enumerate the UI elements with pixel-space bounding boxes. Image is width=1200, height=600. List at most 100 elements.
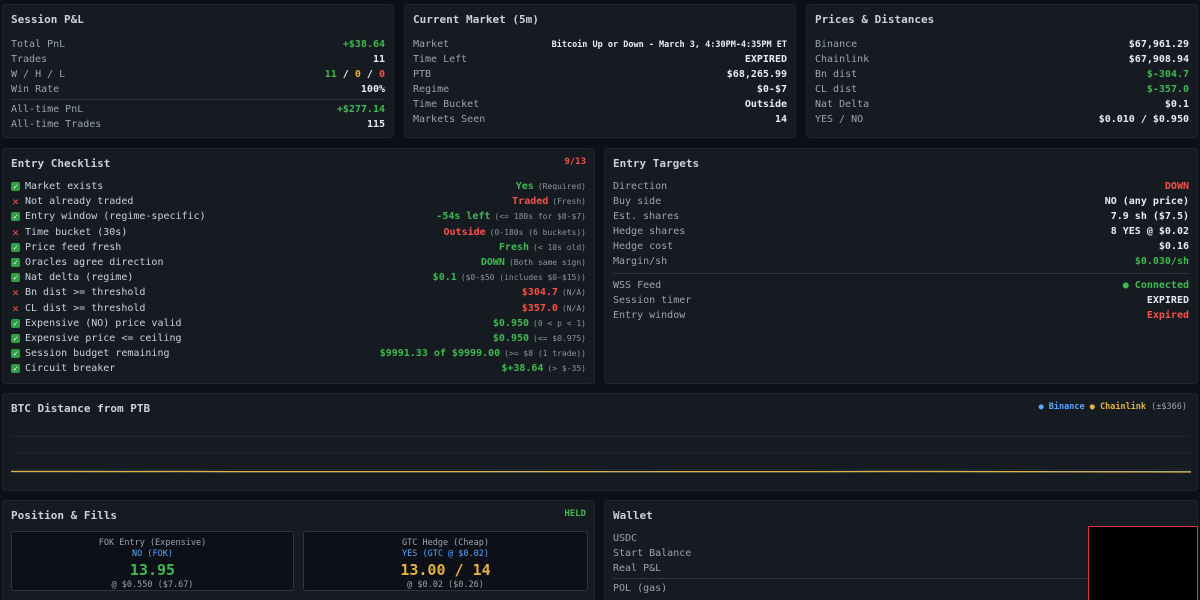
regime-row: Regime $0-$7 (413, 84, 787, 95)
yes-no-value: $0.010 / $0.950 (1098, 114, 1189, 125)
start-balance-row: Start Balance (613, 548, 692, 559)
alltime-trades-row: All-time Trades 115 (11, 119, 385, 130)
chainlink-price: $67,908.94 (1128, 54, 1189, 65)
ptb-value: $68,265.99 (726, 69, 787, 80)
margin-value: $0.030/sh (1134, 256, 1189, 267)
checklist-item-note: (0 < p < 1) (533, 318, 586, 328)
distance-chart (11, 436, 1191, 473)
chart-legend: ● Binance ● Chainlink (±$366) (1039, 402, 1187, 412)
fok-entry-card: FOK Entry (Expensive) NO (FOK) 13.95 @ $… (11, 531, 294, 591)
fok-entry-value: 13.95 (129, 561, 176, 579)
checklist-item-label: Market exists (25, 181, 104, 193)
direction-row: Direction DOWN (613, 181, 1189, 192)
prices-distances-panel: Prices & Distances Binance $67,961.29 Cha… (806, 4, 1198, 138)
hedge-shares-row: Hedge shares 8 YES @ $0.02 (613, 226, 1189, 237)
panel-title: Current Market (5m) (413, 13, 539, 26)
session-timer-value: EXPIRED (1146, 295, 1189, 306)
checklist-item-label: Expensive price <= ceiling (25, 332, 182, 344)
checklist-item-note: (Both same sign) (508, 258, 586, 268)
checklist-score: 9/13 (564, 157, 586, 167)
wss-feed-status: ● Connected (1122, 280, 1189, 291)
checklist-item-label: Circuit breaker (25, 363, 116, 375)
est-shares-value: 7.9 sh ($7.5) (1110, 211, 1189, 222)
hedge-shares-value: 8 YES @ $0.02 (1110, 226, 1189, 237)
fok-entry-price: @ $0.550 ($7.67) (111, 580, 194, 590)
market-name: Bitcoin Up or Down - March 3, 4:30PM-4:3… (551, 39, 787, 50)
trades-row: Trades 11 (11, 54, 385, 65)
time-left-row: Time Left EXPIRED (413, 54, 787, 65)
checklist-item: ✓ Nat delta (regime) $0.1 ($0-$50 (includes… (11, 270, 586, 285)
chainlink-row: Chainlink $67,908.94 (815, 54, 1189, 65)
divider (11, 99, 385, 100)
position-status-badge: HELD (564, 509, 586, 519)
check-icon: ✓ (11, 212, 20, 222)
checklist-item-value: Traded (512, 196, 549, 208)
gtc-hedge-value: 13.00 / 14 (400, 561, 491, 579)
holds-value: 0 (354, 69, 361, 80)
gtc-hedge-title: GTC Hedge (Cheap) (402, 538, 489, 548)
checklist-item: ✓ Expensive (NO) price valid $0.950 (0 < p … (11, 316, 586, 331)
divider (613, 578, 1189, 579)
time-left-value: EXPIRED (744, 54, 787, 65)
nat-delta-row: Nat Delta $0.1 (815, 99, 1189, 110)
win-rate-value: 100% (360, 84, 385, 95)
divider (613, 273, 1189, 274)
checklist-item: ✓ Circuit breaker $+38.64 (> $-35) (11, 361, 586, 376)
binance-row: Binance $67,961.29 (815, 39, 1189, 50)
checklist-item-value: $+38.64 (501, 363, 544, 375)
losses-value: 0 (378, 69, 385, 80)
checklist-item: ✓ Entry window (regime-specific) -54s left… (11, 209, 586, 224)
checklist-item: ✓ Price feed fresh Fresh (< 10s old) (11, 240, 586, 255)
checklist-item: ✕ Time bucket (30s) Outside (0-180s (6 buck… (11, 225, 586, 240)
wins-value: 11 (324, 69, 337, 80)
trades-value: 11 (372, 54, 385, 65)
btc-distance-chart-panel: BTC Distance from PTB ● Binance ● Chainl… (2, 393, 1198, 491)
checklist-item: ✓ Session budget remaining $9991.33 of $99… (11, 346, 586, 361)
checklist-item-label: Time bucket (30s) (25, 226, 128, 238)
checklist-item: ✕ CL dist >= threshold $357.0 (N/A) (11, 301, 586, 316)
chainlink-line (11, 470, 1191, 473)
time-bucket-value: Outside (744, 99, 787, 110)
check-icon: ✓ (11, 242, 20, 252)
hedge-cost-value: $0.16 (1158, 241, 1189, 252)
checklist-item-label: Session budget remaining (25, 348, 170, 360)
panel-title: Entry Checklist (11, 157, 111, 170)
legend-chainlink: ● Chainlink (1089, 402, 1147, 412)
alltime-pnl-value: +$277.14 (336, 104, 385, 115)
wss-feed-row: WSS Feed ● Connected (613, 280, 1189, 291)
panel-title: Prices & Distances (815, 13, 935, 26)
chart-title: BTC Distance from PTB (11, 402, 151, 415)
checklist-item-label: Bn dist >= threshold (25, 287, 146, 299)
checklist-item-note: (< 10s old) (533, 242, 586, 252)
checklist-item-value: $9991.33 of $9999.00 (379, 348, 501, 360)
checklist-item-value: $304.7 (521, 287, 558, 299)
check-icon: ✓ (11, 273, 20, 283)
time-bucket-row: Time Bucket Outside (413, 99, 787, 110)
checklist-item-note: (0-180s (6 buckets)) (489, 227, 586, 237)
checklist-item-label: Entry window (regime-specific) (25, 211, 206, 223)
total-pnl-row: Total PnL +$38.64 (11, 39, 385, 50)
checklist-item-label: Price feed fresh (25, 241, 122, 253)
checklist-item-value: -54s left (436, 211, 491, 223)
checklist-item-note: (>= $8 (1 trade)) (504, 349, 586, 359)
checklist-item-value: Fresh (498, 241, 530, 253)
checklist-item-value: DOWN (480, 257, 505, 269)
checklist-item-value: $0.950 (492, 317, 530, 329)
fok-entry-side: NO (FOK) (132, 549, 173, 559)
usdc-row: USDC (613, 533, 638, 544)
alltime-pnl-row: All-time PnL +$277.14 (11, 104, 385, 115)
cross-icon: ✕ (12, 225, 19, 239)
real-pnl-row: Real P&L (613, 563, 662, 574)
current-market-panel: Current Market (5m) Market Bitcoin Up or … (404, 4, 796, 138)
check-icon: ✓ (11, 333, 20, 343)
checklist-item-note: (Fresh) (552, 197, 586, 207)
gtc-hedge-side: YES (GTC @ $0.02) (402, 549, 489, 559)
checklist-item-label: Expensive (NO) price valid (25, 317, 182, 329)
cross-icon: ✕ (12, 286, 19, 300)
session-timer-row: Session timer EXPIRED (613, 295, 1189, 306)
win-rate-row: Win Rate 100% (11, 84, 385, 95)
margin-row: Margin/sh $0.030/sh (613, 256, 1189, 267)
entry-checklist-panel: Entry Checklist 9/13 ✓ Market exists Yes (R… (2, 148, 595, 384)
hedge-cost-row: Hedge cost $0.16 (613, 241, 1189, 252)
entry-targets-panel: Entry Targets Direction DOWN Buy side NO (… (604, 148, 1198, 384)
